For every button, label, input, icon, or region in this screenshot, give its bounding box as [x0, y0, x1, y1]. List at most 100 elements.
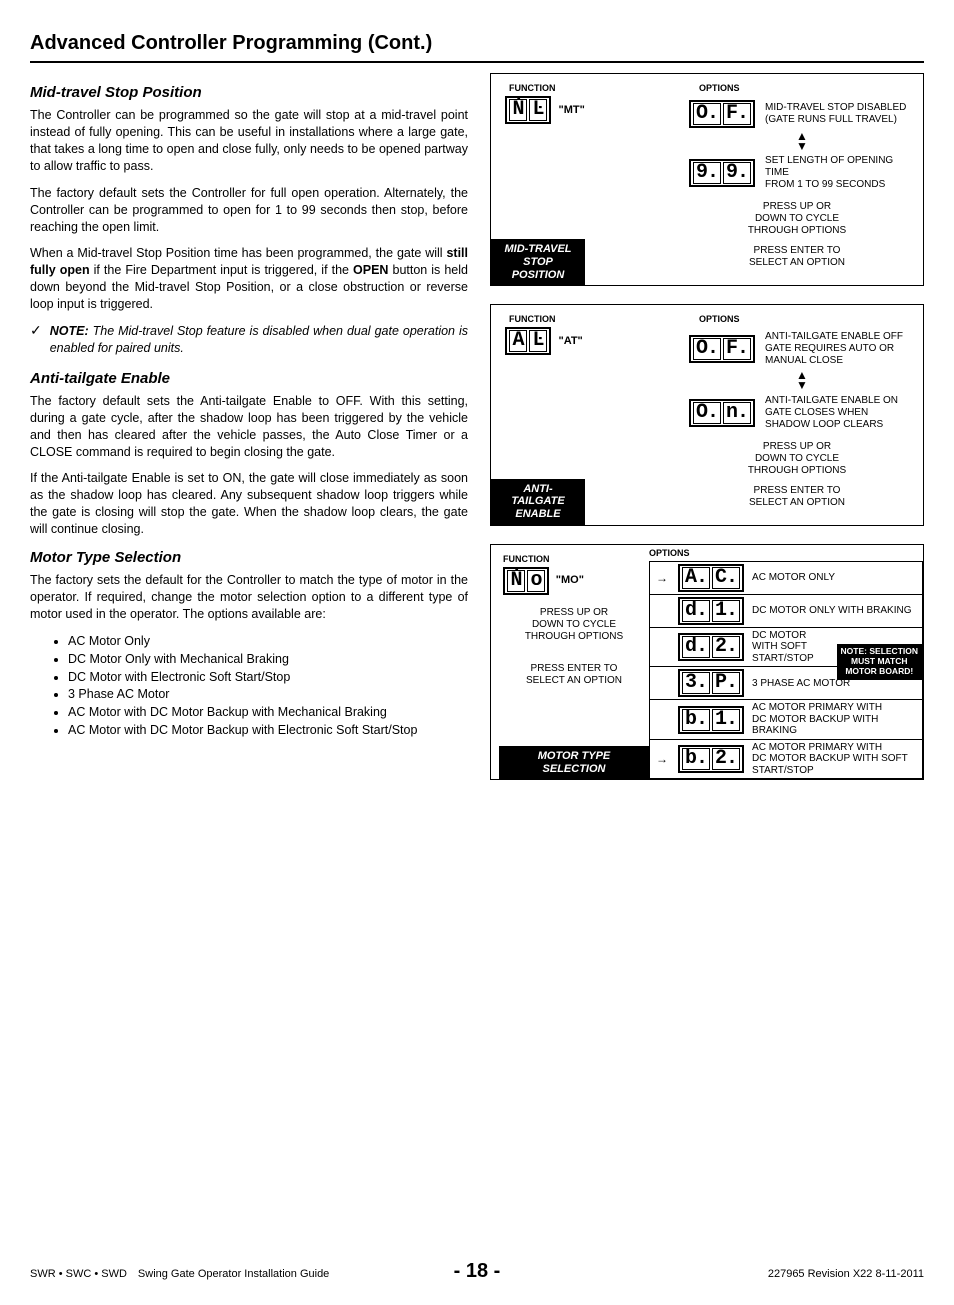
select-text: PRESS ENTER TO SELECT AN OPTION [526, 663, 622, 687]
seg-char: d. [682, 636, 710, 658]
mo-opt-display: A.C. [678, 564, 744, 592]
mo-sidebar: MOTOR TYPE SELECTION [499, 746, 649, 779]
at-opt-row: O.n. ANTI-TAILGATE ENABLE ON GATE CLOSES… [689, 395, 915, 431]
mt-opt-row: O.F. MID-TRAVEL STOP DISABLED (GATE RUNS… [689, 100, 915, 128]
mo-opt-row: → b.2. AC MOTOR PRIMARY WITH DC MOTOR BA… [650, 740, 922, 779]
check-icon: ✓ [30, 323, 42, 357]
seg-char: o [527, 570, 545, 592]
seg-char: F. [723, 103, 751, 125]
at-diagram: FUNCTION OPTIONS AĿ "AT" O.F. [490, 304, 924, 525]
at-opt-desc: ANTI-TAILGATE ENABLE OFF GATE REQUIRES A… [765, 331, 915, 367]
seg-char: C. [712, 567, 740, 589]
mo-opt-display: b.1. [678, 706, 744, 734]
mt-p1: The Controller can be programmed so the … [30, 107, 468, 175]
mt-note-body: NOTE: The Mid-travel Stop feature is dis… [50, 323, 468, 357]
hdr-options: OPTIONS [649, 545, 923, 561]
mt-opt-display: 9.9. [689, 159, 755, 187]
mo-fn-display: Ṅo [503, 567, 549, 595]
seg-char: d. [682, 600, 710, 622]
list-item: 3 Phase AC Motor [68, 686, 468, 703]
mt-title: Mid-travel Stop Position [30, 83, 468, 103]
select-text: PRESS ENTER TO SELECT AN OPTION [749, 485, 845, 509]
seg-char: 1. [712, 600, 740, 622]
seg-char: P. [712, 672, 740, 694]
seg-char: Ŀ [529, 99, 547, 121]
hdr-options: OPTIONS [679, 313, 915, 325]
mt-note-label: NOTE: [50, 324, 89, 338]
updown-icon: ▲▼ [689, 371, 915, 390]
seg-char: A. [682, 567, 710, 589]
mo-title: Motor Type Selection [30, 548, 468, 568]
hdr-function: FUNCTION [499, 313, 679, 325]
mo-note-badge: NOTE: SELECTION MUST MATCH MOTOR BOARD! [837, 644, 922, 679]
at-p2: If the Anti-tailgate Enable is set to ON… [30, 470, 468, 538]
list-item: DC Motor with Electronic Soft Start/Stop [68, 669, 468, 686]
list-item: AC Motor with DC Motor Backup with Mecha… [68, 704, 468, 721]
updown-icon: ▲▼ [689, 132, 915, 151]
seg-char: O. [693, 103, 721, 125]
mt-opt-display: O.F. [689, 100, 755, 128]
mo-list: AC Motor Only DC Motor Only with Mechani… [30, 633, 468, 739]
mo-opt-desc: AC MOTOR ONLY [752, 572, 918, 584]
at-opt-display: O.F. [689, 335, 755, 363]
mt-note-text: The Mid-travel Stop feature is disabled … [50, 324, 468, 355]
seg-char: 9. [693, 162, 721, 184]
mo-opt-display: b.2. [678, 745, 744, 773]
seg-char: 9. [723, 162, 751, 184]
seg-char: Ŀ [529, 330, 547, 352]
mo-opt-row: d.1. DC MOTOR ONLY WITH BRAKING [650, 595, 922, 628]
mo-opt-display: d.2. [678, 633, 744, 661]
at-opt-desc: ANTI-TAILGATE ENABLE ON GATE CLOSES WHEN… [765, 395, 915, 431]
list-item: DC Motor Only with Mechanical Braking [68, 651, 468, 668]
seg-char: b. [682, 709, 710, 731]
mt-p3c: if the Fire Department input is triggere… [90, 263, 353, 277]
arrow-right-icon: → [654, 570, 670, 586]
select-text: PRESS ENTER TO SELECT AN OPTION [749, 245, 845, 269]
cycle-text: PRESS UP OR DOWN TO CYCLE THROUGH OPTION… [748, 201, 846, 237]
mt-sidebar: MID-TRAVEL STOP POSITION [491, 239, 585, 285]
mo-opt-display: d.1. [678, 597, 744, 625]
left-column: Mid-travel Stop Position The Controller … [30, 73, 468, 798]
at-title: Anti-tailgate Enable [30, 369, 468, 389]
mt-opt-desc: SET LENGTH OF OPENING TIME FROM 1 TO 99 … [765, 155, 915, 191]
arrow-right-icon: → [654, 751, 670, 767]
at-opt-display: O.n. [689, 399, 755, 427]
seg-char: O. [693, 402, 721, 424]
right-column: FUNCTION OPTIONS ṄĿ "MT" O.F. [490, 73, 924, 798]
seg-char: Ṅ [509, 99, 527, 121]
hdr-options: OPTIONS [679, 82, 915, 94]
mo-opt-display: 3.P. [678, 669, 744, 697]
footer-left: SWR • SWC • SWD Swing Gate Operator Inst… [30, 1267, 454, 1282]
at-opt-row: O.F. ANTI-TAILGATE ENABLE OFF GATE REQUI… [689, 331, 915, 367]
mt-diagram: FUNCTION OPTIONS ṄĿ "MT" O.F. [490, 73, 924, 286]
seg-char: A [509, 330, 527, 352]
seg-char: 3. [682, 672, 710, 694]
mo-opt-desc: AC MOTOR PRIMARY WITH DC MOTOR BACKUP WI… [752, 702, 918, 737]
mt-opt-row: 9.9. SET LENGTH OF OPENING TIME FROM 1 T… [689, 155, 915, 191]
seg-char: 1. [712, 709, 740, 731]
mt-note: ✓ NOTE: The Mid-travel Stop feature is d… [30, 323, 468, 357]
mo-fn-label: "MO" [556, 574, 584, 586]
page-footer: SWR • SWC • SWD Swing Gate Operator Inst… [30, 1258, 924, 1285]
seg-char: 2. [712, 636, 740, 658]
hdr-function: FUNCTION [503, 553, 645, 565]
main-content: Mid-travel Stop Position The Controller … [30, 73, 924, 798]
page-title: Advanced Controller Programming (Cont.) [30, 30, 924, 63]
seg-char: O. [693, 338, 721, 360]
at-sidebar: ANTI-TAILGATE ENABLE [491, 479, 585, 525]
mt-opt-desc: MID-TRAVEL STOP DISABLED (GATE RUNS FULL… [765, 102, 906, 126]
at-fn-label: "AT" [558, 335, 582, 347]
cycle-text: PRESS UP OR DOWN TO CYCLE THROUGH OPTION… [748, 441, 846, 477]
at-fn-display: AĿ [505, 327, 551, 355]
mt-fn-display: ṄĿ [505, 96, 551, 124]
mo-opt-row: d.2. DC MOTOR WITH SOFT START/STOP NOTE:… [650, 628, 922, 668]
hdr-function: FUNCTION [499, 82, 679, 94]
cycle-text: PRESS UP OR DOWN TO CYCLE THROUGH OPTION… [525, 607, 623, 643]
mo-opt-desc: DC MOTOR ONLY WITH BRAKING [752, 605, 918, 617]
mt-p3a: When a Mid-travel Stop Position time has… [30, 246, 446, 260]
footer-right: 227965 Revision X22 8-11-2011 [500, 1267, 924, 1282]
list-item: AC Motor with DC Motor Backup with Elect… [68, 722, 468, 739]
at-p1: The factory default sets the Anti-tailga… [30, 393, 468, 461]
mo-diagram: FUNCTION Ṅo "MO" PRESS UP OR DOWN TO CYC… [490, 544, 924, 781]
seg-char: Ṅ [507, 570, 525, 592]
